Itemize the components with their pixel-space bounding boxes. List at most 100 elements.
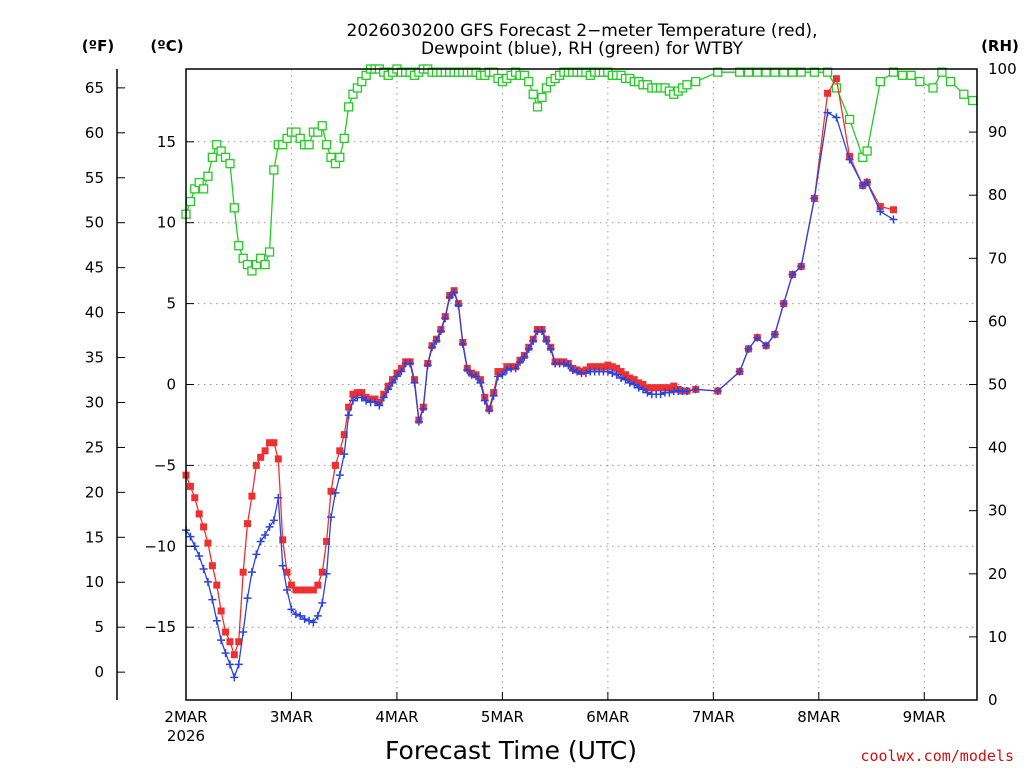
dewpoint-point [313,611,322,620]
dewpoint-point [344,411,353,420]
dewpoint-point [524,344,533,353]
temperature-point [261,447,269,455]
rh-point [735,67,745,77]
dewpoint-point [511,364,520,373]
rh-point [207,152,218,162]
temperature-point [235,638,243,646]
chart-title-line-1: 2026030200 GFS Forecast 2−meter Temperat… [347,21,818,41]
dewpoint-point [625,378,634,387]
rh-point [264,247,275,257]
x-tick-label: 7MAR [692,708,735,726]
rh-point [229,203,239,213]
rh-point [524,76,534,87]
temperature-point [652,384,660,392]
temperature-point [318,568,326,576]
dewpoint-point [203,577,212,586]
dewpoint-point [454,301,463,310]
dewpoint-point [362,396,371,405]
fahrenheit-tick-label: 60 [85,124,104,142]
rh-unit-label: (RH) [981,37,1019,55]
temperature-point [591,363,599,371]
dewpoint-point [261,530,270,539]
rh-point [335,152,345,162]
temperature-point [283,568,291,576]
rh-point [787,67,798,77]
temperature-point [252,461,260,469]
temperature-point [287,581,295,589]
dewpoint-point [384,385,393,394]
rh-point [225,158,235,169]
rh-point [888,67,899,77]
rh-point [713,67,723,77]
rh-tick-label: 30 [988,502,1007,520]
dewpoint-point [230,673,239,682]
rh-point [862,146,872,156]
dewpoint-point [485,406,494,415]
dewpoint-point [450,288,459,297]
temperature-point [301,586,309,594]
dewpoint-point [463,365,472,374]
temperature-point [599,363,607,371]
rh-tick-label: 10 [988,628,1007,646]
temperature-point [323,537,331,545]
dewpoint-point [863,178,872,187]
dewpoint-point [199,564,208,573]
rh-point [203,171,213,181]
rh-point [831,83,842,93]
fahrenheit-tick-label: 35 [85,349,104,367]
dewpoint-point [217,636,226,645]
temperature-point [643,384,651,392]
dewpoint-point [630,380,639,389]
temperature-point [604,361,612,369]
rh-point [260,259,270,270]
dewpoint-point [327,513,336,522]
dewpoint-point [265,522,274,531]
rh-point [906,70,916,80]
temperature-point [661,384,669,392]
dewpoint-point [305,616,314,625]
dewpoint-point [744,344,753,353]
dewpoint-point [476,378,485,387]
dewpoint-point [638,385,647,394]
x-tick-label: 4MAR [375,708,418,726]
dewpoint-point [441,314,450,323]
fahrenheit-tick-label: 30 [85,393,104,411]
dewpoint-point [656,390,665,399]
fahrenheit-tick-label: 65 [85,79,104,97]
temperature-point [876,203,884,211]
dewpoint-point [269,516,278,525]
temperature-point [309,586,317,594]
dewpoint-point [375,401,384,410]
x-tick-year-label: 2026 [167,727,205,745]
temperature-point [648,384,656,392]
dewpoint-point [713,386,722,395]
dewpoint-point [889,215,898,224]
dewpoint-point [212,616,221,625]
x-tick-label: 6MAR [586,708,629,726]
dewpoint-point [256,537,265,546]
dewpoint-point [296,611,305,620]
temperature-point [230,651,238,659]
temperature-point [222,628,230,636]
temperature-point [266,439,274,447]
dewpoint-point [397,367,406,376]
fahrenheit-tick-label: 45 [85,259,104,277]
dewpoint-point [788,270,797,279]
source-credit: coolwx.com/models [860,747,1014,765]
dewpoint-point [348,396,357,405]
temperature-point [213,581,221,589]
rh-point [770,67,780,77]
fahrenheit-tick-label: 50 [85,214,104,232]
temperature-point [635,379,643,387]
temperature-point [494,368,502,376]
dewpoint-point [186,532,195,541]
dewpoint-point [858,181,867,190]
celsius-tick-label: 5 [166,295,176,313]
temperature-point [200,523,208,531]
temperature-point [586,363,594,371]
rh-point [317,121,327,131]
rh-point [875,76,885,87]
temperature-point [296,586,304,594]
rh-point [796,67,806,77]
rh-point [844,114,855,125]
